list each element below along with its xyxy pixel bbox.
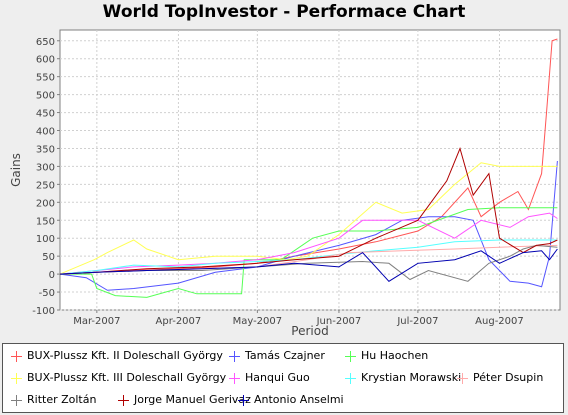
y-tick-label: 0 xyxy=(49,270,55,281)
x-tick-label: Jul-2007 xyxy=(396,316,438,327)
x-tick-label: Jun-2007 xyxy=(316,316,362,327)
chart-plot: -100 -50 0 50 100 150 200 250 300 350 400 450 500 550… xyxy=(9,29,561,338)
legend-item: Antonio Anselmi xyxy=(238,391,344,409)
y-tick-label: 400 xyxy=(36,127,55,138)
legend-item: BUX-Plussz Kft. II Doleschall György xyxy=(11,347,223,365)
y-tick-label: 500 xyxy=(36,91,55,102)
x-tick-label: Aug-2007 xyxy=(475,316,524,327)
legend-item: Ritter Zoltán xyxy=(11,391,96,409)
legend-item: Hanqui Guo xyxy=(229,369,310,387)
legend-label: Tamás Czajner xyxy=(245,349,325,362)
y-tick-label: 300 xyxy=(36,162,55,173)
y-tick-label: 600 xyxy=(36,55,55,66)
chart-legend: BUX-Plussz Kft. II Doleschall György Tamá… xyxy=(2,343,564,413)
series-line xyxy=(59,160,558,291)
plot-area xyxy=(59,29,561,311)
chart-title: World TopInvestor - Performace Chart xyxy=(102,2,466,22)
y-tick-label: 650 xyxy=(36,37,55,48)
y-axis-label: Gains xyxy=(9,153,23,187)
series-line xyxy=(59,38,558,275)
y-tick-label: 550 xyxy=(36,73,55,84)
legend-label: Hanqui Guo xyxy=(245,371,310,384)
legend-swatch xyxy=(11,394,22,406)
legend-swatch xyxy=(345,350,356,362)
legend-item: BUX-Plussz Kft. III Doleschall György xyxy=(11,369,226,387)
legend-swatch xyxy=(11,372,22,384)
legend-swatch xyxy=(11,350,22,362)
x-axis-ticks: Mar-2007 Apr-2007 May-2007 Jun-2007 Jul-2007… xyxy=(73,310,524,327)
series-line xyxy=(59,162,558,275)
legend-swatch xyxy=(118,394,129,406)
y-tick-label: 200 xyxy=(36,198,55,209)
series-lines xyxy=(59,38,558,298)
legend-swatch xyxy=(229,350,240,362)
legend-label: Ritter Zoltán xyxy=(27,393,97,406)
legend-swatch xyxy=(457,372,468,384)
legend-item: Jorge Manuel Gerivaz xyxy=(118,391,251,409)
y-tick-label: 350 xyxy=(36,144,55,155)
x-axis-label: Period xyxy=(291,324,328,338)
series-line xyxy=(60,207,558,298)
legend-swatch xyxy=(229,372,240,384)
legend-label: BUX-Plussz Kft. III Doleschall György xyxy=(27,371,227,384)
x-tick-label: Mar-2007 xyxy=(73,316,120,327)
legend-label: Krystian Morawski xyxy=(361,371,462,384)
legend-label: BUX-Plussz Kft. II Doleschall György xyxy=(27,349,223,362)
y-axis-ticks: -100 -50 0 50 100 150 200 250 300 350 400 450 500 550… xyxy=(32,37,60,317)
legend-label: Hu Haochen xyxy=(361,349,429,362)
legend-item: Krystian Morawski xyxy=(345,369,461,387)
series-line xyxy=(59,244,558,282)
legend-item: Tamás Czajner xyxy=(229,347,325,365)
legend-swatch xyxy=(345,372,356,384)
y-tick-label: 450 xyxy=(36,109,55,120)
legend-label: Antonio Anselmi xyxy=(254,393,344,406)
legend-label: Jorge Manuel Gerivaz xyxy=(134,393,251,406)
y-tick-label: -100 xyxy=(32,306,55,317)
legend-item: Péter Dsupin xyxy=(457,369,543,387)
x-tick-label: Apr-2007 xyxy=(156,316,202,327)
grid xyxy=(60,30,560,311)
legend-label: Péter Dsupin xyxy=(473,371,544,384)
series-line xyxy=(59,146,558,275)
series-line xyxy=(59,248,558,282)
legend-swatch xyxy=(238,394,249,406)
legend-item: Hu Haochen xyxy=(345,347,428,365)
y-tick-label: 100 xyxy=(36,234,55,245)
y-tick-label: -50 xyxy=(39,288,55,299)
x-tick-label: May-2007 xyxy=(233,316,283,327)
y-tick-label: 50 xyxy=(42,252,55,263)
y-tick-label: 150 xyxy=(36,216,55,227)
y-tick-label: 250 xyxy=(36,180,55,191)
